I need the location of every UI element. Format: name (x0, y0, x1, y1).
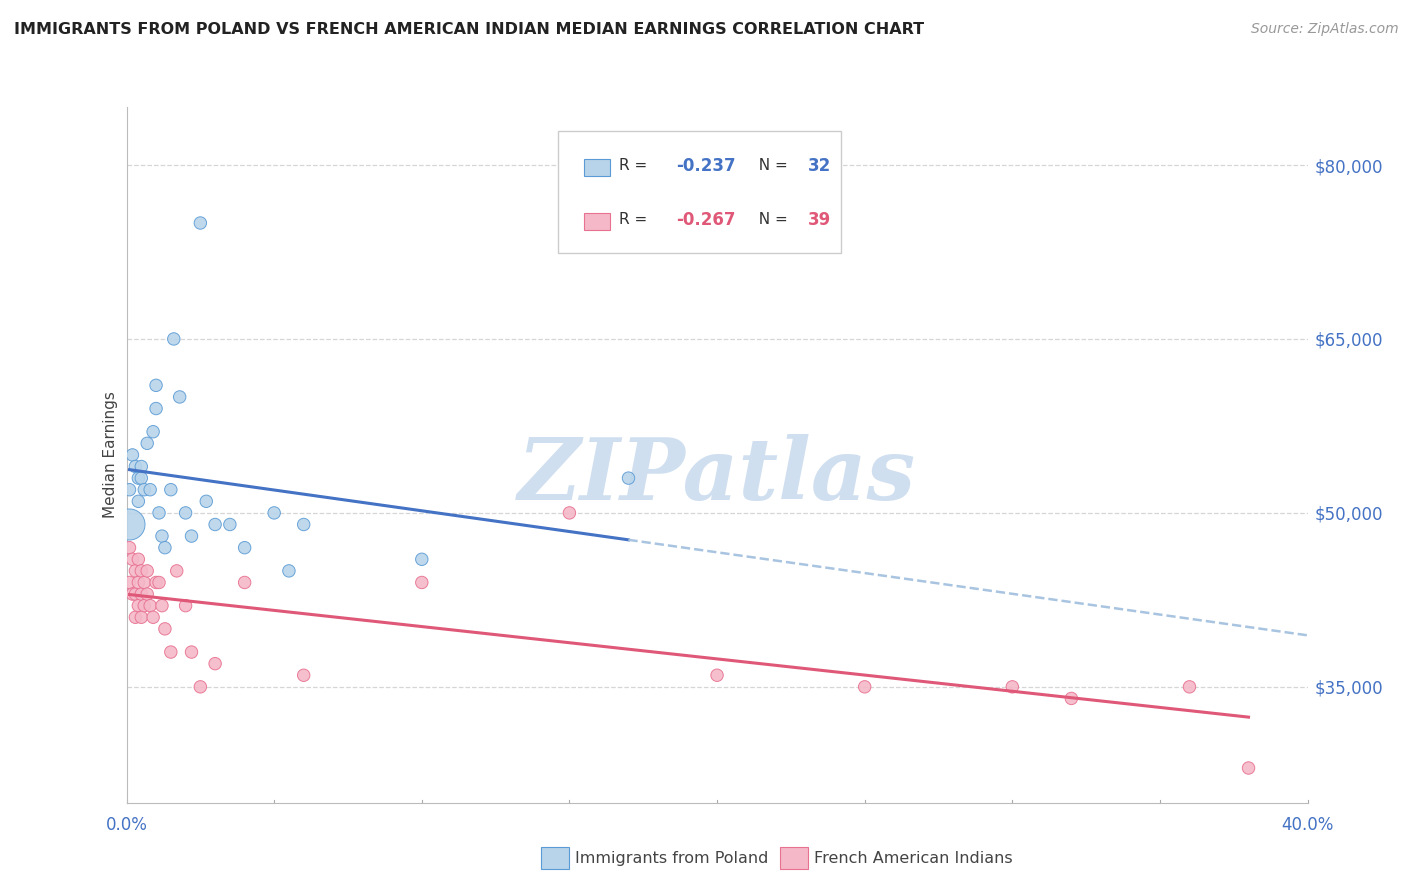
Point (706, 668, 728, 682)
Point (139, 483, 162, 497)
Point (558, 506, 581, 520)
Point (180, 529, 202, 543)
Point (150, 529, 173, 543)
Text: 40.0%: 40.0% (1281, 816, 1334, 834)
Point (134, 599, 156, 613)
Point (853, 680, 876, 694)
Text: -0.267: -0.267 (676, 211, 735, 228)
Text: Immigrants from Poland: Immigrants from Poland (575, 851, 769, 865)
Text: ZIPatlas: ZIPatlas (517, 434, 917, 517)
Point (233, 541, 256, 555)
Point (127, 575, 149, 590)
Point (127, 552, 149, 566)
Point (129, 587, 153, 601)
Point (124, 587, 146, 601)
Point (134, 575, 156, 590)
Text: 32: 32 (808, 157, 831, 175)
Point (129, 471, 153, 485)
Point (118, 517, 141, 532)
Point (145, 401, 167, 416)
Point (136, 564, 159, 578)
Text: IMMIGRANTS FROM POLAND VS FRENCH AMERICAN INDIAN MEDIAN EARNINGS CORRELATION CHA: IMMIGRANTS FROM POLAND VS FRENCH AMERICA… (14, 22, 924, 37)
Point (159, 645, 183, 659)
Text: -0.237: -0.237 (676, 157, 735, 175)
Y-axis label: Median Earnings: Median Earnings (103, 392, 118, 518)
Point (195, 494, 218, 508)
Point (411, 552, 433, 566)
Point (174, 599, 197, 613)
Text: N =: N = (749, 158, 793, 173)
Point (1237, 761, 1260, 775)
Text: N =: N = (749, 212, 793, 227)
Point (118, 541, 141, 555)
Point (136, 587, 159, 601)
Point (129, 610, 153, 624)
Point (278, 564, 301, 578)
Text: French American Indians: French American Indians (814, 851, 1012, 865)
Text: R =: R = (619, 212, 652, 227)
Point (129, 459, 153, 474)
Point (292, 517, 315, 532)
FancyBboxPatch shape (558, 131, 841, 253)
Point (166, 564, 188, 578)
Point (153, 541, 176, 555)
Point (148, 575, 170, 590)
Point (411, 575, 433, 590)
Point (139, 599, 162, 613)
Point (124, 610, 146, 624)
Text: Source: ZipAtlas.com: Source: ZipAtlas.com (1251, 22, 1399, 37)
Point (263, 506, 285, 520)
Point (150, 599, 173, 613)
Point (1001, 680, 1024, 694)
Point (136, 436, 159, 450)
Point (121, 587, 143, 601)
Point (204, 517, 226, 532)
Point (1060, 691, 1083, 706)
Point (127, 599, 149, 613)
Point (145, 575, 167, 590)
Point (134, 483, 156, 497)
Point (121, 552, 143, 566)
Point (1178, 680, 1201, 694)
Point (180, 645, 202, 659)
Point (127, 471, 149, 485)
Point (163, 332, 186, 346)
Point (174, 506, 197, 520)
Point (148, 506, 170, 520)
Point (118, 575, 141, 590)
Text: 39: 39 (808, 211, 831, 228)
Text: 0.0%: 0.0% (105, 816, 148, 834)
Point (145, 378, 167, 392)
Point (124, 564, 146, 578)
Point (121, 448, 143, 462)
Point (219, 517, 242, 532)
Point (124, 459, 146, 474)
Point (292, 668, 315, 682)
Point (129, 564, 153, 578)
Text: R =: R = (619, 158, 652, 173)
Point (169, 390, 191, 404)
Point (159, 483, 183, 497)
Point (233, 575, 256, 590)
Point (188, 216, 211, 230)
Point (153, 622, 176, 636)
Bar (583, 160, 610, 177)
Point (204, 657, 226, 671)
Point (118, 483, 141, 497)
Bar (583, 213, 610, 230)
Point (188, 680, 211, 694)
Point (142, 610, 165, 624)
Point (617, 471, 640, 485)
Point (127, 494, 149, 508)
Point (142, 425, 165, 439)
